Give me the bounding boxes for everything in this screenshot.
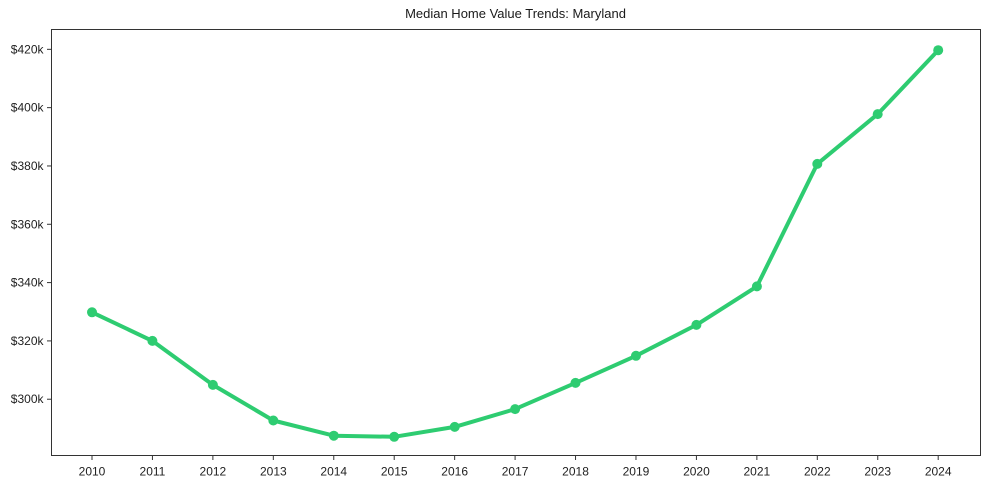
data-point-marker (268, 415, 279, 426)
data-point-marker (207, 379, 218, 390)
data-point-marker (933, 45, 944, 56)
data-point-marker (631, 350, 641, 361)
data-point-marker (812, 158, 823, 169)
data-point-marker (691, 319, 702, 330)
x-tick-label: 2023 (864, 465, 891, 479)
data-point-marker (570, 377, 581, 388)
x-tick-label: 2024 (925, 465, 952, 479)
y-tick-label: $340k (11, 276, 45, 290)
x-tick-label: 2020 (683, 465, 710, 479)
chart-title: Median Home Value Trends: Maryland (405, 6, 626, 21)
y-tick-label: $360k (11, 217, 45, 231)
x-tick-label: 2017 (502, 465, 529, 479)
data-point-marker (328, 430, 339, 441)
data-point-marker (510, 404, 521, 415)
x-tick-label: 2021 (744, 465, 771, 479)
data-point-marker (449, 421, 460, 432)
x-tick-label: 2019 (623, 465, 650, 479)
data-point-marker (147, 335, 158, 346)
data-point-marker (87, 307, 97, 318)
x-tick-label: 2022 (804, 465, 831, 479)
series-line (90, 48, 941, 439)
x-tick-label: 2012 (200, 465, 227, 479)
x-tick-label: 2015 (381, 465, 408, 479)
y-tick-label: $400k (11, 101, 45, 115)
x-tick-label: 2010 (79, 465, 106, 479)
data-point-marker (751, 281, 762, 292)
plot-border (51, 29, 981, 456)
y-tick-label: $320k (11, 334, 45, 348)
y-tick-label: $300k (11, 392, 45, 406)
data-point-marker (389, 431, 400, 442)
x-tick-label: 2018 (562, 465, 589, 479)
y-tick-label: $420k (11, 42, 45, 56)
x-tick-label: 2014 (320, 465, 347, 479)
x-tick-label: 2016 (441, 465, 468, 479)
data-point-marker (872, 109, 883, 120)
x-tick-label: 2013 (260, 465, 287, 479)
x-tick-label: 2011 (140, 465, 166, 479)
y-tick-label: $380k (11, 159, 45, 173)
